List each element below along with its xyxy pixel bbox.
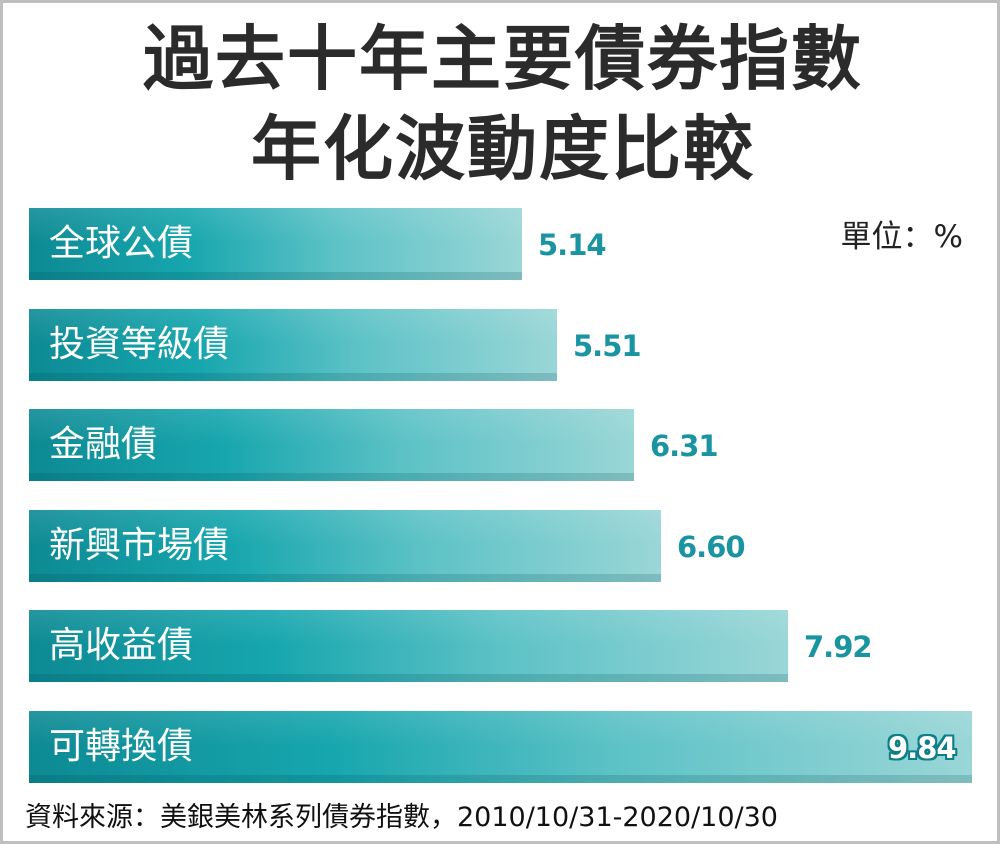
bar-2: 投資等級債 bbox=[29, 309, 557, 381]
category-label: 高收益債 bbox=[49, 625, 194, 666]
bar-4: 新興市場債 bbox=[29, 510, 661, 582]
unit-label: 單位：% bbox=[840, 219, 963, 255]
value-label: 6.31 bbox=[650, 429, 719, 463]
bar-1: 全球公債 bbox=[29, 208, 522, 280]
category-label: 全球公債 bbox=[49, 223, 194, 264]
bar-3: 金融債 bbox=[29, 409, 634, 481]
category-label: 新興市場債 bbox=[49, 525, 230, 566]
value-label: 5.14 bbox=[538, 228, 607, 262]
value-label: 9.84 bbox=[888, 731, 957, 765]
value-label: 5.51 bbox=[573, 329, 642, 363]
category-label: 投資等級債 bbox=[49, 324, 230, 365]
category-label: 可轉換債 bbox=[49, 726, 194, 767]
bar-5: 高收益債 bbox=[29, 610, 788, 682]
chart-title-line-2: 年化波動度比較 bbox=[251, 108, 755, 190]
bar-6: 可轉換債 bbox=[29, 711, 972, 783]
source-note: 資料來源：美銀美林系列債券指數，2010/10/31-2020/10/30 bbox=[25, 802, 778, 833]
chart-title-line-1: 過去十年主要債券指數 bbox=[143, 18, 863, 100]
value-label: 7.92 bbox=[804, 630, 873, 664]
value-label: 6.60 bbox=[677, 530, 746, 564]
category-label: 金融債 bbox=[49, 424, 158, 465]
